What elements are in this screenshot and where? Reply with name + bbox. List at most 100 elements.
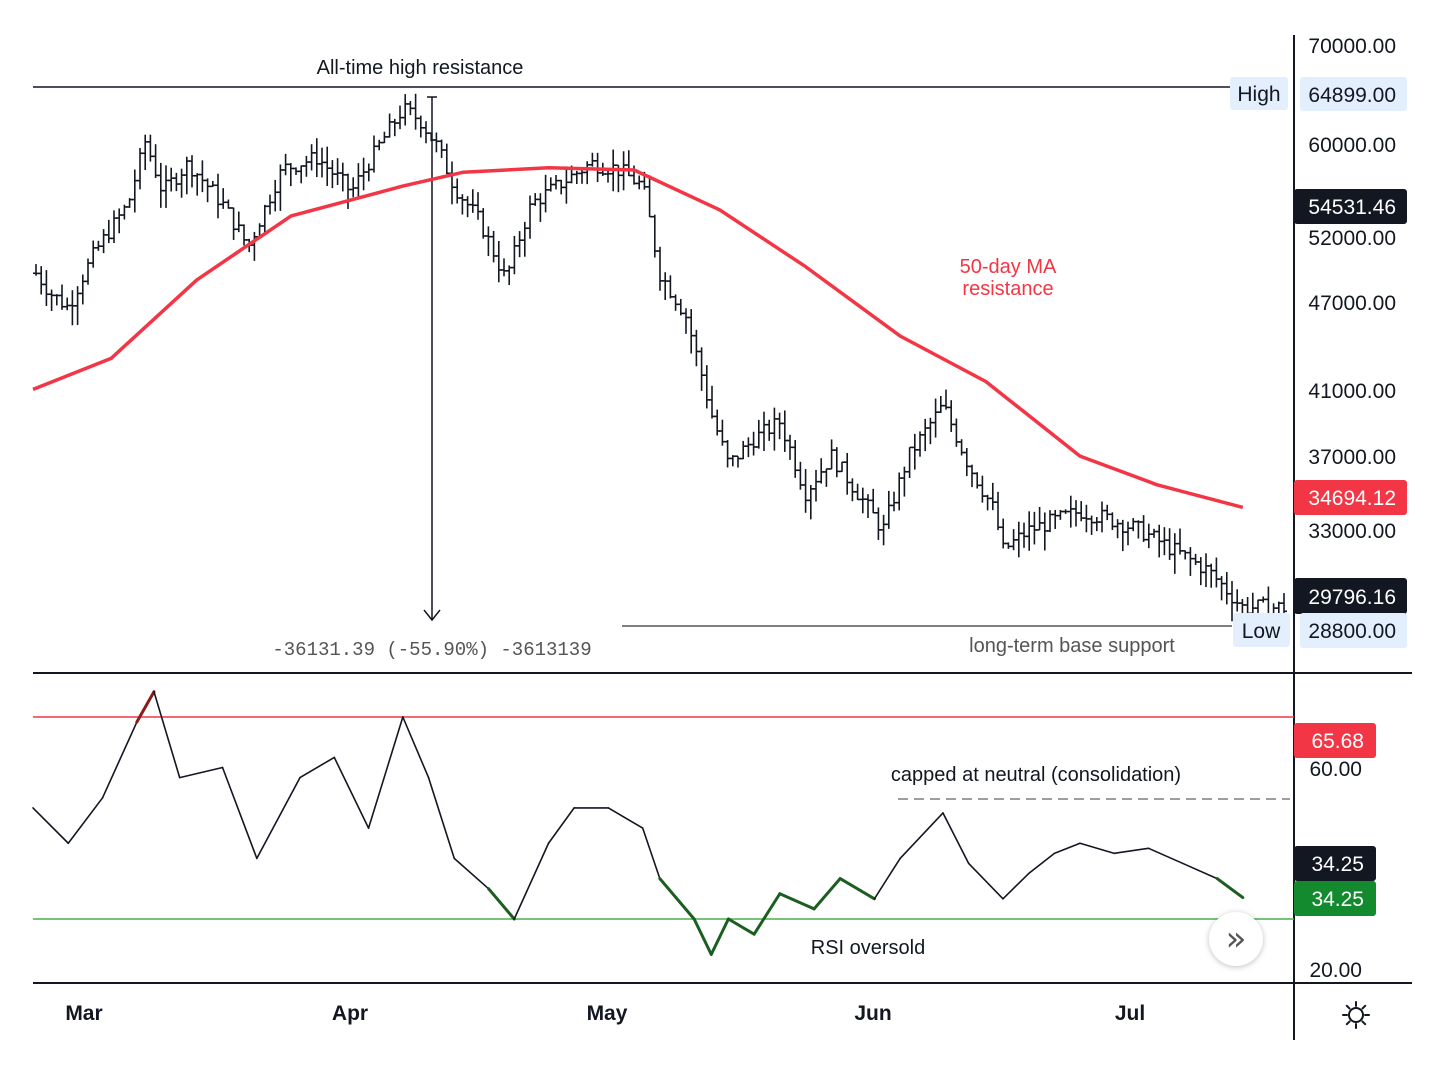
- ohlc-bar: [152, 144, 159, 179]
- ohlc-bar: [563, 166, 570, 204]
- ohlc-bar: [126, 198, 133, 208]
- rsi-segment: [942, 812, 970, 865]
- ohlc-bar: [506, 265, 513, 285]
- ohlc-bar: [329, 160, 336, 189]
- ohlc-bar: [511, 235, 518, 275]
- ohlc-bar: [667, 275, 674, 299]
- ohlc-bar: [937, 395, 944, 414]
- rsi-tick: 60.00: [1309, 758, 1362, 781]
- support-label: long-term base support: [969, 635, 1175, 657]
- ohlc-bar: [527, 195, 533, 239]
- price-tick: 41000.00: [1308, 380, 1396, 403]
- rsi-segment: [547, 807, 575, 845]
- rsi-capped-label: capped at neutral (consolidation): [891, 764, 1181, 786]
- ohlc-bar: [1234, 589, 1241, 612]
- ma-label-line2: resistance: [962, 278, 1053, 300]
- ohlc-bar: [761, 411, 767, 452]
- rsi-segment: [873, 857, 901, 900]
- ohlc-bar: [693, 329, 700, 367]
- svg-text:65.68: 65.68: [1311, 730, 1364, 753]
- ohlc-bar: [989, 482, 996, 511]
- svg-text:54531.46: 54531.46: [1308, 196, 1396, 219]
- svg-text:34.25: 34.25: [1311, 888, 1364, 911]
- ohlc-bar: [339, 162, 346, 192]
- ohlc-bar: [1171, 533, 1178, 574]
- scroll-to-realtime-button[interactable]: »: [1209, 912, 1263, 966]
- ohlc-bar: [1265, 586, 1272, 617]
- ohlc-bar: [90, 240, 97, 268]
- rsi-segment: [1113, 847, 1150, 855]
- ohlc-bar: [423, 121, 429, 144]
- ohlc-bar: [209, 180, 216, 188]
- rsi-segment: [778, 892, 816, 911]
- ohlc-bar: [495, 241, 502, 283]
- ohlc-bar: [251, 231, 258, 261]
- ohlc-bar: [111, 210, 117, 244]
- rsi-segment: [427, 776, 456, 860]
- ohlc-bar: [1130, 518, 1137, 532]
- ohlc-bar: [984, 494, 991, 511]
- ohlc-bar: [880, 514, 887, 546]
- ohlc-bar: [365, 163, 372, 182]
- svg-text:34.25: 34.25: [1311, 853, 1364, 876]
- ohlc-bar: [1052, 509, 1059, 529]
- ohlc-bar: [402, 94, 409, 126]
- ohlc-bar: [376, 139, 383, 151]
- ohlc-bar: [792, 439, 799, 478]
- ohlc-bar: [1088, 515, 1095, 535]
- ohlc-bar: [839, 461, 845, 473]
- ma-price-badge: 34694.12: [1294, 480, 1407, 515]
- svg-text:28800.00: 28800.00: [1308, 620, 1396, 643]
- rsi-segment: [709, 917, 730, 956]
- ohlc-bar: [225, 199, 232, 209]
- rsi-segment: [221, 766, 258, 860]
- settings-button[interactable]: [1336, 995, 1376, 1035]
- ohlc-bar: [1015, 521, 1022, 558]
- ohlc-bar: [1047, 510, 1053, 533]
- ohlc-bar: [854, 483, 861, 501]
- ohlc-bar: [116, 208, 123, 234]
- ohlc-bar: [948, 400, 955, 432]
- price-tick: 52000.00: [1308, 227, 1396, 250]
- ohlc-bar: [386, 113, 393, 138]
- ohlc-bar: [189, 155, 195, 188]
- ohlc-bar: [137, 147, 143, 190]
- ohlc-bar: [282, 153, 289, 176]
- rsi-segment: [752, 892, 782, 936]
- ohlc-bar: [766, 419, 773, 441]
- ohlc-bar: [324, 146, 331, 186]
- ohlc-bar: [625, 150, 632, 177]
- rsi-line-group: [32, 690, 1245, 956]
- ohlc-bar: [537, 193, 544, 222]
- svg-text:Low: Low: [1242, 620, 1281, 643]
- svg-text:High: High: [1237, 83, 1280, 106]
- ohlc-bar: [381, 131, 388, 144]
- ohlc-bar: [443, 143, 450, 175]
- ohlc-bar: [953, 418, 960, 447]
- ohlc-bar: [1114, 519, 1121, 539]
- rsi-dark-badge: [1294, 846, 1376, 881]
- ohlc-bar: [1156, 524, 1163, 558]
- ohlc-bar: [59, 284, 65, 310]
- ohlc-bar: [1161, 527, 1168, 556]
- ohlc-bar: [105, 219, 112, 244]
- ohlc-bar: [1197, 557, 1204, 586]
- ohlc-bar: [542, 174, 549, 213]
- price-axis: 70000.00 60000.00 52000.00 47000.00 4100…: [1308, 35, 1396, 543]
- ohlc-bar: [391, 118, 398, 137]
- ohlc-bar: [995, 491, 1001, 531]
- ohlc-bar: [735, 455, 741, 468]
- dark-price-badge: 54531.46: [1294, 189, 1407, 224]
- rsi-segment: [178, 766, 224, 779]
- ohlc-bar: [1145, 523, 1152, 549]
- ohlc-bar: [38, 266, 45, 295]
- rsi-segment: [153, 690, 181, 779]
- ohlc-bar: [963, 448, 970, 477]
- ohlc-bar: [781, 410, 788, 452]
- rsi-segment: [726, 917, 756, 936]
- ohlc-bar: [1125, 521, 1131, 546]
- last-price-badge: 29796.16: [1294, 578, 1407, 614]
- ohlc-bar: [844, 452, 851, 495]
- price-tick: 60000.00: [1308, 134, 1396, 157]
- ohlc-bar: [417, 115, 424, 138]
